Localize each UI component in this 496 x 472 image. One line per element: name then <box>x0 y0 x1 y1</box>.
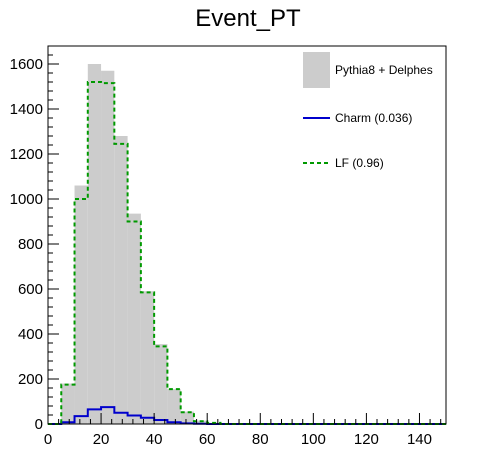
chart-title: Event_PT <box>195 5 301 32</box>
y-tick-label: 1600 <box>10 56 43 73</box>
legend-label: LF (0.96) <box>335 156 384 170</box>
histogram-bar <box>127 213 141 424</box>
legend-label: Pythia8 + Delphes <box>335 63 433 77</box>
legend: Pythia8 + Delphes Charm (0.036) LF (0.96) <box>303 52 433 170</box>
histogram-bar <box>180 411 194 424</box>
histogram-bar <box>114 136 128 424</box>
y-tick-label: 0 <box>35 416 43 433</box>
y-tick-label: 200 <box>18 371 43 388</box>
y-tick-label: 1000 <box>10 191 43 208</box>
plot-area <box>48 64 446 425</box>
x-tick-label: 20 <box>93 431 110 448</box>
y-tick-label: 1400 <box>10 101 43 118</box>
x-tick-label: 100 <box>301 431 326 448</box>
y-tick-label: 400 <box>18 326 43 343</box>
legend-label: Charm (0.036) <box>335 111 412 125</box>
x-tick-label: 0 <box>44 431 52 448</box>
histogram-bar <box>140 291 155 424</box>
x-tick-label: 140 <box>407 431 432 448</box>
legend-swatch-pythia <box>303 52 330 88</box>
x-tick-label: 120 <box>354 431 379 448</box>
x-tick-label: 60 <box>199 431 216 448</box>
histogram-bar <box>167 389 181 424</box>
histogram-bar <box>101 70 115 424</box>
histogram-bar <box>61 383 75 424</box>
y-tick-label: 800 <box>18 236 43 253</box>
x-tick-label: 40 <box>146 431 163 448</box>
histogram-bar <box>74 185 88 424</box>
histogram-bar <box>193 420 208 424</box>
y-tick-label: 1200 <box>10 146 43 163</box>
y-tick-label: 600 <box>18 281 43 298</box>
histogram-bar <box>154 344 168 424</box>
x-tick-label: 80 <box>252 431 269 448</box>
histogram-bar <box>87 64 102 424</box>
axes: 0 20 40 60 80 100 120 1400200400600800100012001… <box>10 45 447 448</box>
lf-series-line <box>48 81 446 425</box>
